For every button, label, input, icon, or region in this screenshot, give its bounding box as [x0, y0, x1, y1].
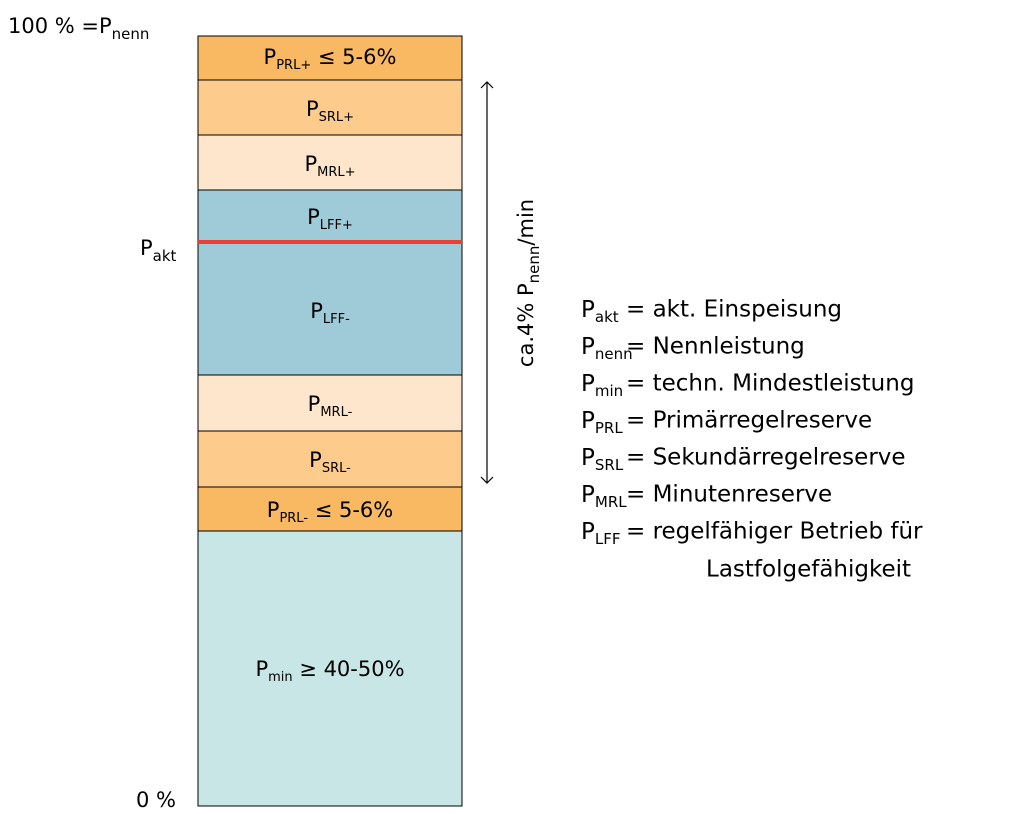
label: Pakt: [581, 297, 619, 326]
symbol: P: [581, 519, 595, 545]
symbol: P: [309, 448, 322, 472]
subscript: PRL+: [276, 58, 311, 73]
suffix: ≤ 5-6%: [311, 45, 396, 69]
symbol: P: [304, 152, 317, 176]
symbol: P: [308, 392, 321, 416]
lff-band: [197, 189, 463, 376]
subscript: nenn: [595, 345, 633, 363]
symbol: P: [581, 297, 595, 323]
subscript: PRL: [595, 419, 623, 437]
prefix: ca.4% P: [514, 283, 538, 367]
label: PMRL: [581, 482, 627, 511]
symbol: P: [267, 498, 280, 522]
subscript: MRL+: [317, 165, 355, 180]
symbol: P: [307, 205, 320, 229]
subscript: min: [268, 670, 293, 685]
label: PSRL-: [309, 448, 351, 476]
subscript: PRL-: [279, 511, 308, 526]
symbol: P: [581, 408, 595, 434]
subscript: SRL+: [319, 110, 354, 125]
subscript: LFF+: [320, 218, 353, 233]
subscript: akt: [595, 308, 619, 326]
label: PMRL+: [304, 152, 355, 180]
label: PLFF: [581, 519, 621, 548]
block: [197, 486, 463, 532]
legend-text: = Sekundärregelreserve: [626, 445, 906, 471]
ramp-label: ca.4% Pnenn/min: [514, 199, 543, 367]
symbol: P: [140, 236, 153, 260]
block: [197, 35, 463, 81]
label: PLFF-: [310, 299, 350, 327]
symbol: P: [581, 371, 595, 397]
subscript: nenn: [112, 25, 150, 43]
block: [197, 374, 463, 432]
subscript: MRL-: [320, 405, 352, 420]
label: Pmin ≥ 40-50%: [255, 657, 404, 685]
subscript: LFF: [595, 530, 621, 548]
suffix: /min: [514, 199, 538, 246]
legend-text: = regelfähiger Betrieb für: [626, 519, 923, 545]
label: Pnenn: [581, 334, 633, 363]
subscript: akt: [153, 247, 177, 265]
symbol: 100 % =P: [8, 14, 112, 38]
subscript: nenn: [525, 246, 543, 284]
subscript: LFF-: [323, 312, 350, 327]
label: PMRL-: [308, 392, 353, 420]
symbol: P: [310, 299, 323, 323]
symbol: P: [581, 482, 595, 508]
block: [197, 530, 463, 807]
label: 100 % =Pnenn: [8, 14, 149, 43]
label: PPRL: [581, 408, 623, 437]
label: Pmin: [581, 371, 623, 400]
suffix: ≤ 5-6%: [308, 498, 393, 522]
subscript: SRL-: [322, 461, 351, 476]
label: PSRL+: [306, 97, 354, 125]
symbol: P: [581, 445, 595, 471]
label: PPRL- ≤ 5-6%: [267, 498, 393, 526]
label: Pakt: [140, 236, 177, 265]
symbol: P: [306, 97, 319, 121]
block: [197, 430, 463, 488]
block: [197, 79, 463, 136]
axis-bottom: 0 %: [136, 788, 176, 812]
label: PPRL+ ≤ 5-6%: [264, 45, 397, 73]
block: [197, 134, 463, 191]
subscript: MRL: [595, 493, 627, 511]
legend-text: = Nennleistung: [626, 334, 805, 360]
legend-text: = techn. Mindestleistung: [626, 371, 914, 397]
label: PLFF+: [307, 205, 353, 233]
subscript: min: [595, 382, 623, 400]
legend-text: Lastfolgefähigkeit: [706, 557, 911, 583]
symbol: P: [581, 334, 595, 360]
label: PSRL: [581, 445, 624, 474]
subscript: SRL: [595, 456, 624, 474]
suffix: ≥ 40-50%: [293, 657, 405, 681]
legend-text: = akt. Einspeisung: [626, 297, 842, 323]
symbol: P: [264, 45, 277, 69]
symbol: P: [255, 657, 268, 681]
legend-text: = Primärregelreserve: [626, 408, 872, 434]
legend-text: = Minutenreserve: [626, 482, 832, 508]
